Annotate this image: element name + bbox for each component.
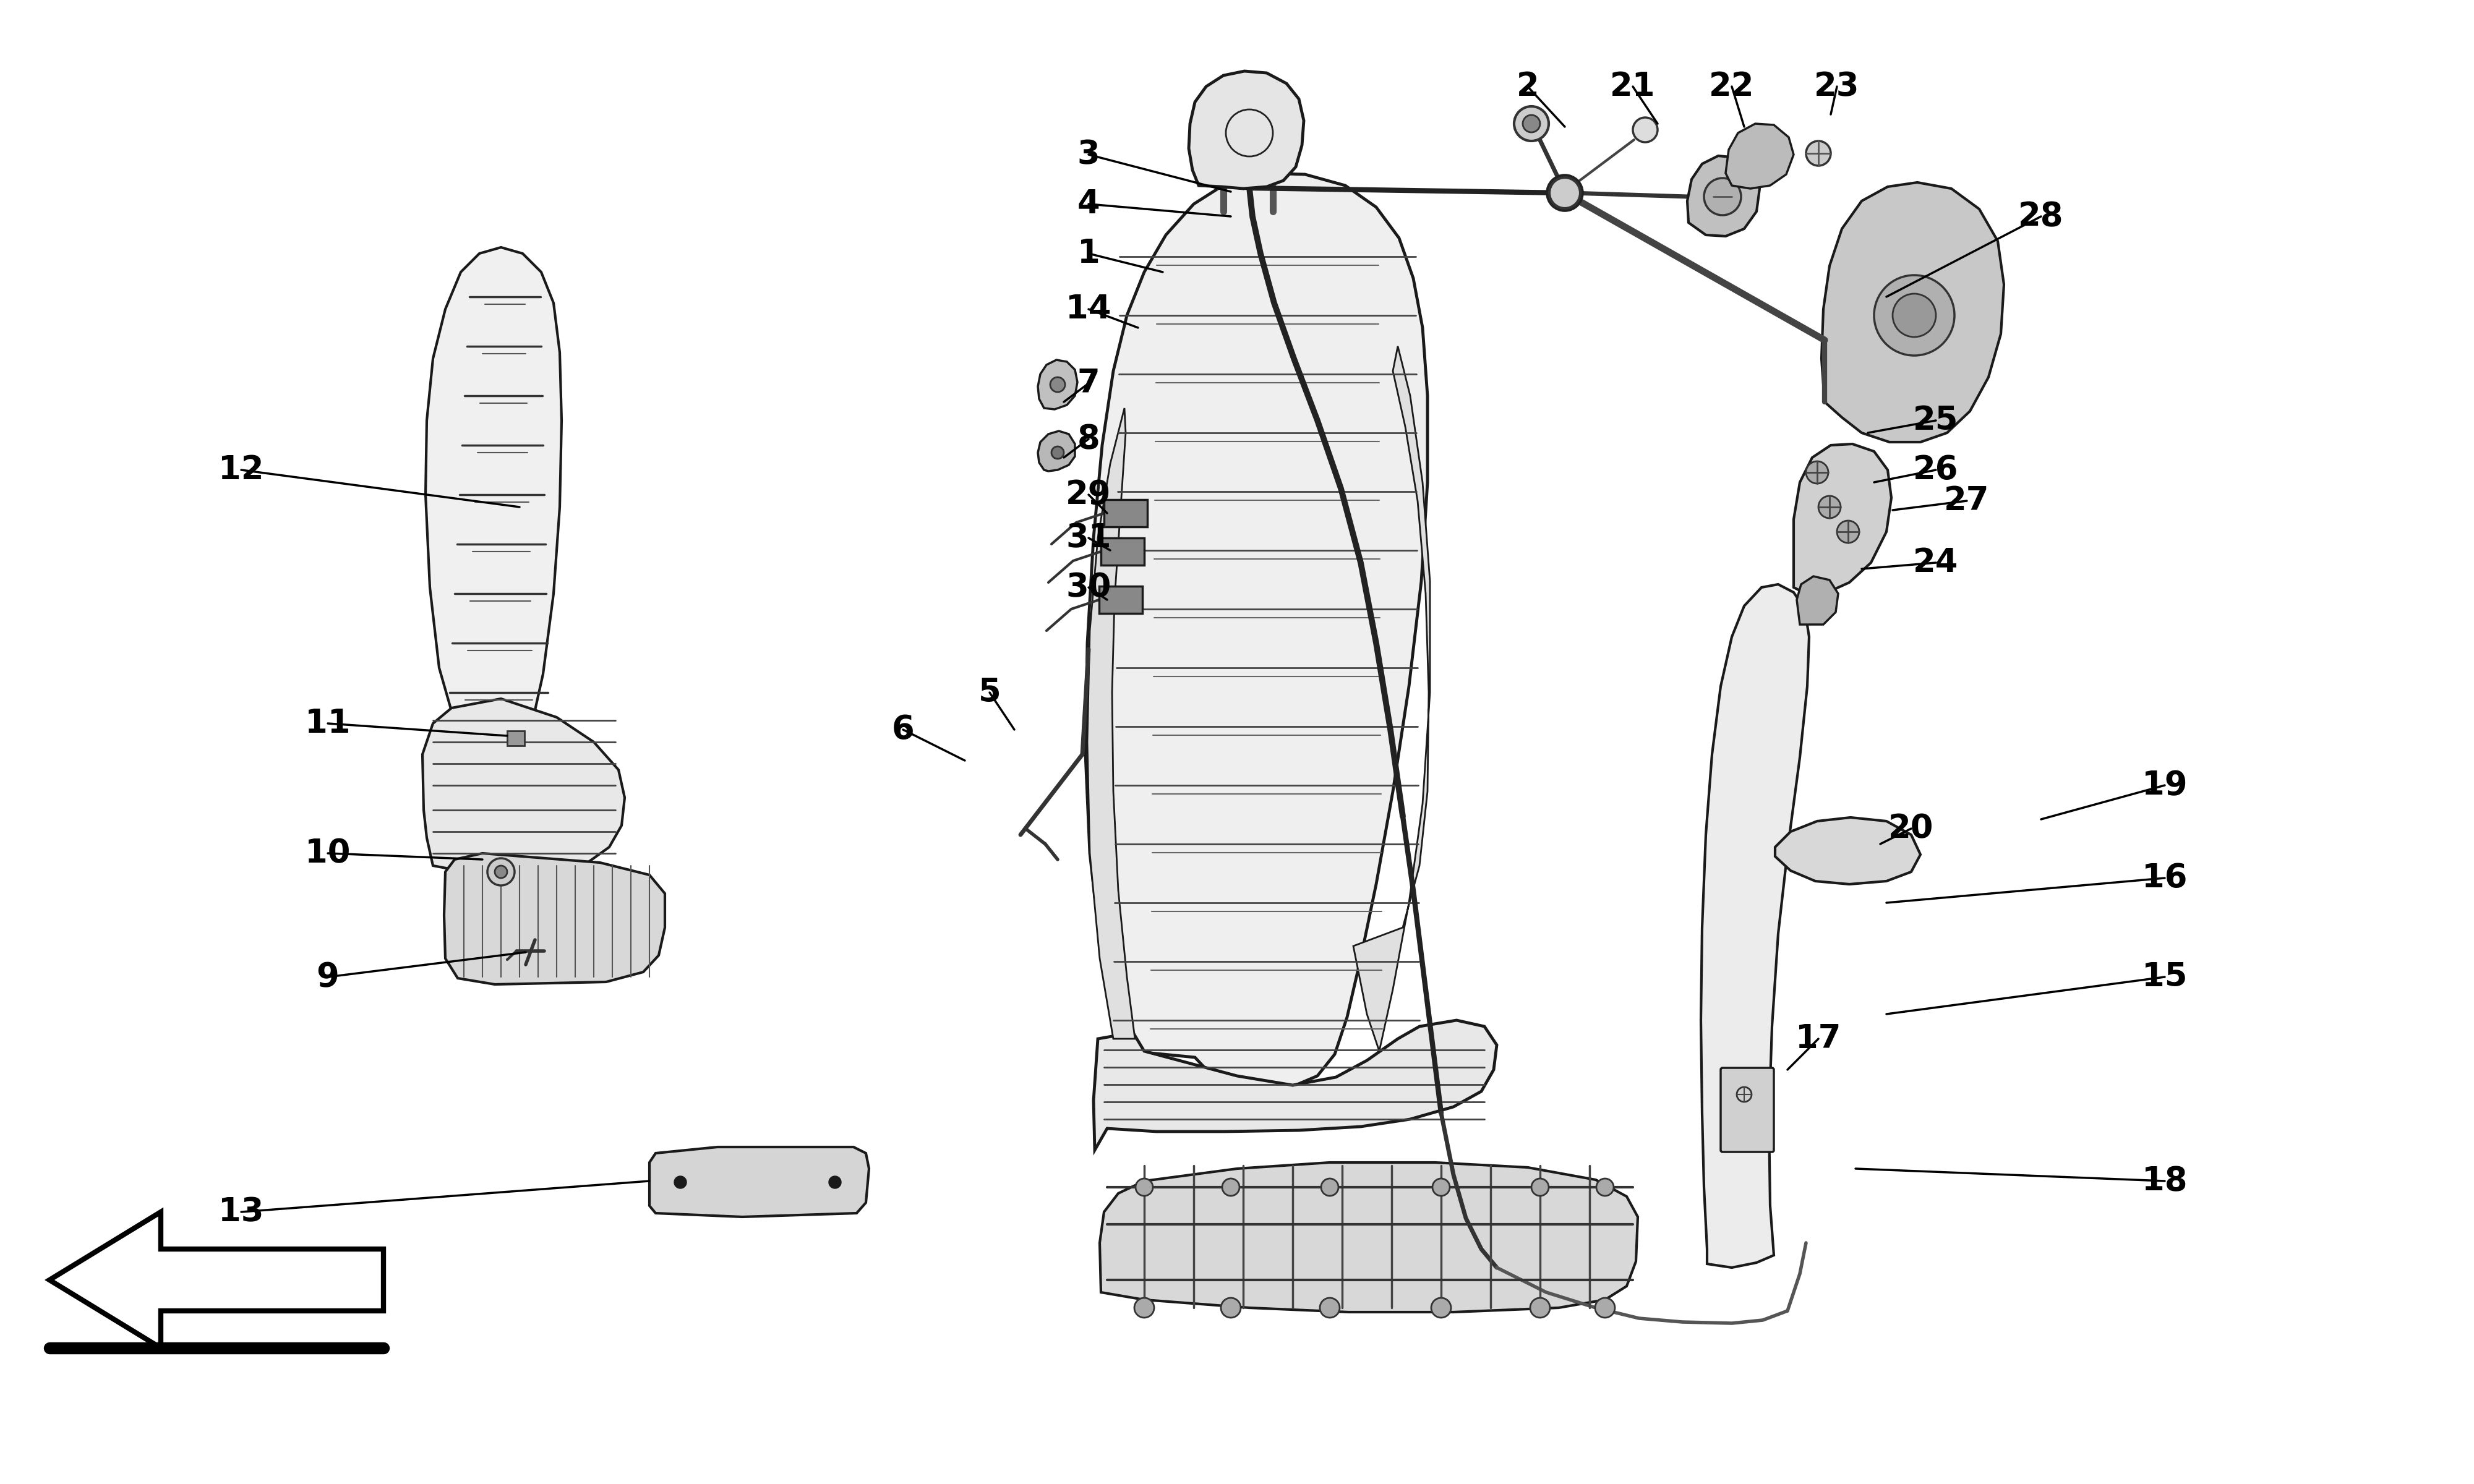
- Polygon shape: [1094, 1021, 1497, 1150]
- Polygon shape: [1188, 71, 1304, 188]
- Text: 9: 9: [317, 962, 339, 993]
- Text: 14: 14: [1066, 292, 1111, 325]
- Circle shape: [673, 1175, 688, 1189]
- Polygon shape: [426, 248, 562, 764]
- Text: 6: 6: [891, 714, 915, 745]
- Polygon shape: [1796, 576, 1838, 625]
- Polygon shape: [1687, 156, 1759, 236]
- Circle shape: [1524, 114, 1539, 132]
- Polygon shape: [1821, 183, 2004, 442]
- Polygon shape: [1089, 408, 1136, 1039]
- Circle shape: [1596, 1298, 1616, 1318]
- Circle shape: [1321, 1298, 1341, 1318]
- Text: 29: 29: [1066, 478, 1111, 510]
- Text: 8: 8: [1076, 423, 1101, 456]
- Circle shape: [1222, 1178, 1239, 1196]
- Circle shape: [1432, 1178, 1450, 1196]
- Polygon shape: [1039, 430, 1074, 472]
- Text: 11: 11: [304, 708, 351, 739]
- Text: 18: 18: [2142, 1165, 2187, 1198]
- Bar: [1098, 586, 1143, 613]
- Circle shape: [1818, 496, 1841, 518]
- Text: 1: 1: [1076, 237, 1101, 270]
- Circle shape: [1806, 141, 1831, 166]
- Polygon shape: [1702, 585, 1808, 1267]
- Polygon shape: [49, 1212, 383, 1347]
- Bar: [1101, 537, 1143, 565]
- Polygon shape: [1098, 1162, 1638, 1312]
- Text: 30: 30: [1066, 571, 1111, 604]
- Text: 12: 12: [218, 454, 265, 485]
- Text: 15: 15: [2142, 962, 2187, 993]
- Circle shape: [1136, 1178, 1153, 1196]
- Text: 22: 22: [1710, 70, 1754, 102]
- Circle shape: [1705, 178, 1742, 215]
- Polygon shape: [648, 1147, 868, 1217]
- Text: 19: 19: [2142, 769, 2187, 801]
- Text: 17: 17: [1796, 1022, 1841, 1055]
- Circle shape: [1430, 1298, 1450, 1318]
- Circle shape: [1051, 447, 1064, 459]
- Text: 2: 2: [1517, 70, 1539, 102]
- Text: 28: 28: [2019, 200, 2063, 233]
- Circle shape: [1531, 1178, 1549, 1196]
- Circle shape: [1321, 1178, 1338, 1196]
- Circle shape: [1529, 1298, 1549, 1318]
- Text: 10: 10: [304, 837, 351, 870]
- Circle shape: [1049, 377, 1064, 392]
- Bar: [507, 730, 524, 745]
- Circle shape: [1514, 107, 1549, 141]
- Text: 16: 16: [2142, 862, 2187, 893]
- Text: 13: 13: [218, 1196, 265, 1229]
- Circle shape: [1549, 175, 1583, 211]
- Polygon shape: [1727, 123, 1794, 188]
- Polygon shape: [1794, 444, 1893, 594]
- Polygon shape: [423, 699, 623, 876]
- Text: 27: 27: [1945, 485, 1989, 516]
- Circle shape: [829, 1175, 841, 1189]
- Polygon shape: [1086, 174, 1427, 1089]
- Text: 3: 3: [1076, 138, 1101, 171]
- FancyBboxPatch shape: [1722, 1068, 1774, 1152]
- Bar: [1103, 500, 1148, 527]
- Text: 21: 21: [1611, 70, 1655, 102]
- Circle shape: [1222, 1298, 1242, 1318]
- Circle shape: [1633, 117, 1658, 142]
- Text: 26: 26: [1912, 454, 1959, 485]
- Text: 20: 20: [1888, 813, 1935, 844]
- Circle shape: [1836, 521, 1860, 543]
- Circle shape: [1549, 178, 1581, 208]
- Circle shape: [1596, 1178, 1613, 1196]
- Circle shape: [1133, 1298, 1153, 1318]
- Text: 4: 4: [1076, 188, 1101, 220]
- Polygon shape: [1776, 818, 1920, 884]
- Polygon shape: [1039, 359, 1079, 410]
- Polygon shape: [1353, 346, 1430, 1051]
- Text: 31: 31: [1066, 522, 1111, 554]
- Circle shape: [495, 865, 507, 879]
- Circle shape: [1893, 294, 1935, 337]
- Text: 24: 24: [1912, 546, 1959, 579]
- Polygon shape: [445, 853, 666, 984]
- Text: 25: 25: [1912, 404, 1959, 436]
- Text: 23: 23: [1813, 70, 1860, 102]
- Circle shape: [487, 858, 515, 886]
- Text: 5: 5: [977, 677, 1002, 708]
- Circle shape: [1875, 275, 1954, 356]
- Circle shape: [1806, 462, 1828, 484]
- Text: 7: 7: [1076, 367, 1101, 399]
